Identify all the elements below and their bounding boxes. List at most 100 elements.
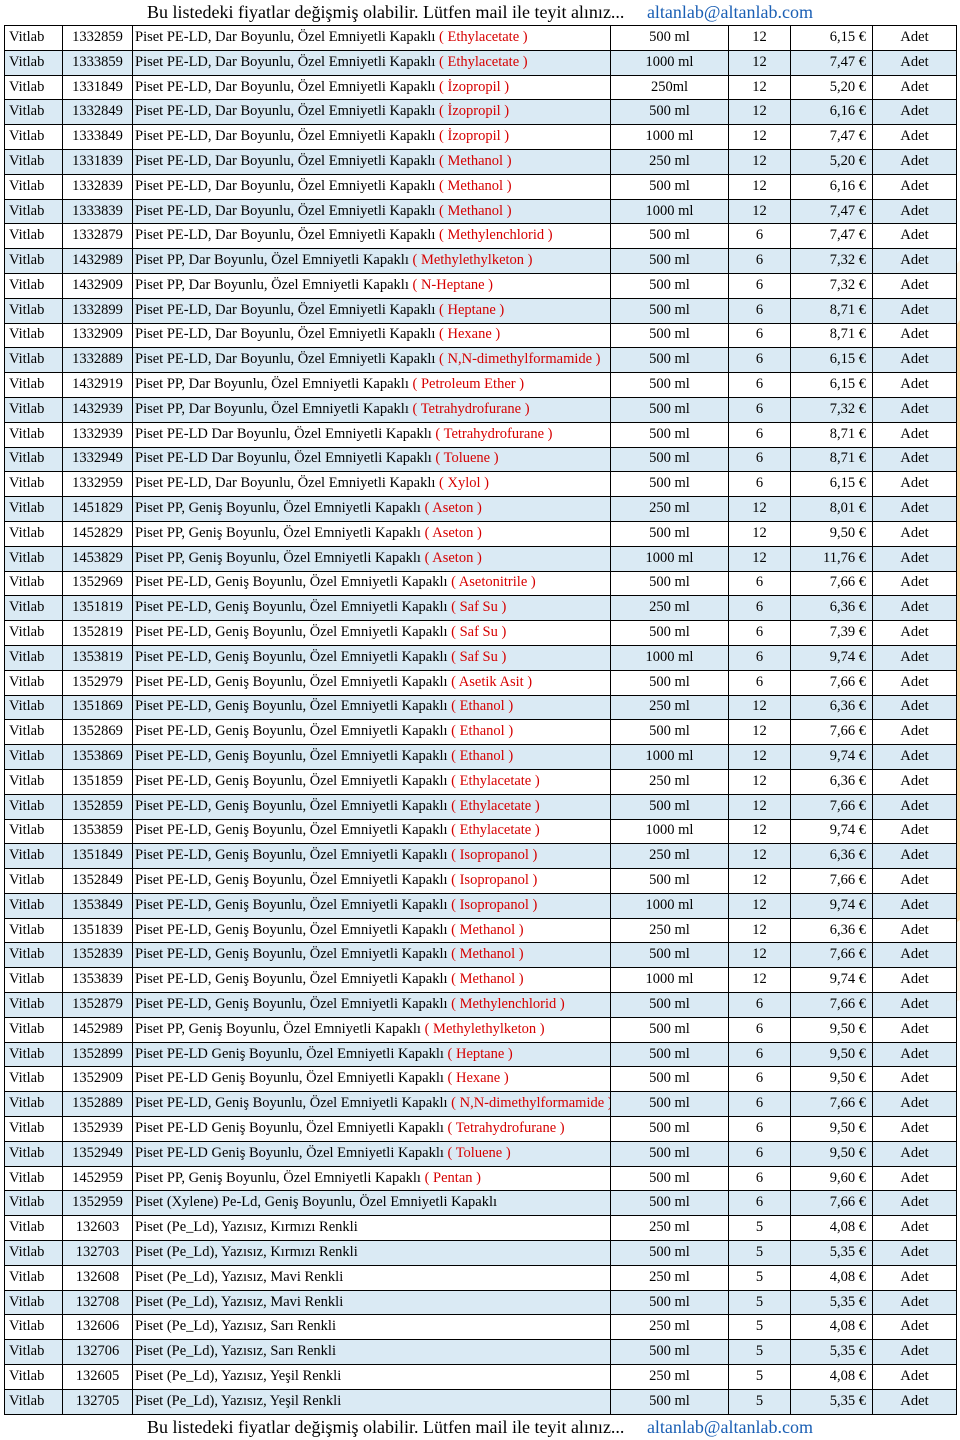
cell-brand: Vitlab [5, 348, 63, 373]
cell-price: 6,15 € [791, 472, 873, 497]
cell-volume: 500 ml [611, 224, 729, 249]
cell-unit: Adet [873, 472, 957, 497]
cell-qty: 6 [729, 645, 791, 670]
cell-description: Piset PE-LD, Geniş Boyunlu, Özel Emniyet… [133, 943, 611, 968]
cell-code: 1352889 [63, 1092, 133, 1117]
cell-brand: Vitlab [5, 149, 63, 174]
table-row: Vitlab1352859Piset PE-LD, Geniş Boyunlu,… [5, 794, 957, 819]
cell-volume: 250 ml [611, 769, 729, 794]
table-row: Vitlab132705Piset (Pe_Ld), Yazısız, Yeşi… [5, 1389, 957, 1414]
cell-unit: Adet [873, 249, 957, 274]
cell-code: 1332839 [63, 174, 133, 199]
cell-qty: 6 [729, 1042, 791, 1067]
cell-code: 1351849 [63, 844, 133, 869]
cell-code: 1351839 [63, 918, 133, 943]
cell-volume: 500 ml [611, 1241, 729, 1266]
cell-volume: 500 ml [611, 1092, 729, 1117]
cell-description: Piset PE-LD, Geniş Boyunlu, Özel Emniyet… [133, 819, 611, 844]
cell-code: 1432989 [63, 249, 133, 274]
cell-brand: Vitlab [5, 26, 63, 51]
cell-brand: Vitlab [5, 769, 63, 794]
cell-brand: Vitlab [5, 1017, 63, 1042]
cell-volume: 500 ml [611, 422, 729, 447]
table-row: Vitlab1351819Piset PE-LD, Geniş Boyunlu,… [5, 596, 957, 621]
cell-code: 1352869 [63, 720, 133, 745]
cell-price: 9,50 € [791, 1067, 873, 1092]
cell-code: 1352879 [63, 993, 133, 1018]
cell-unit: Adet [873, 745, 957, 770]
cell-unit: Adet [873, 174, 957, 199]
cell-code: 1351819 [63, 596, 133, 621]
cell-price: 7,32 € [791, 397, 873, 422]
cell-volume: 250 ml [611, 1365, 729, 1390]
cell-code: 1333849 [63, 125, 133, 150]
table-row: Vitlab1353839Piset PE-LD, Geniş Boyunlu,… [5, 968, 957, 993]
cell-description: Piset PP, Geniş Boyunlu, Özel Emniyetli … [133, 1017, 611, 1042]
cell-price: 6,36 € [791, 844, 873, 869]
cell-unit: Adet [873, 1117, 957, 1142]
cell-volume: 1000 ml [611, 819, 729, 844]
table-row: Vitlab1333839Piset PE-LD, Dar Boyunlu, Ö… [5, 199, 957, 224]
cell-qty: 6 [729, 1117, 791, 1142]
cell-description: Piset PE-LD Geniş Boyunlu, Özel Emniyetl… [133, 1042, 611, 1067]
cell-price: 9,74 € [791, 745, 873, 770]
cell-qty: 5 [729, 1389, 791, 1414]
cell-qty: 12 [729, 769, 791, 794]
cell-code: 1352839 [63, 943, 133, 968]
cell-price: 7,66 € [791, 943, 873, 968]
cell-qty: 12 [729, 869, 791, 894]
cell-qty: 6 [729, 596, 791, 621]
cell-description: Piset (Pe_Ld), Yazısız, Yeşil Renkli [133, 1389, 611, 1414]
cell-volume: 500 ml [611, 621, 729, 646]
cell-code: 1333859 [63, 50, 133, 75]
cell-qty: 5 [729, 1315, 791, 1340]
table-row: Vitlab1352899Piset PE-LD Geniş Boyunlu, … [5, 1042, 957, 1067]
cell-volume: 500 ml [611, 1290, 729, 1315]
cell-volume: 500 ml [611, 323, 729, 348]
cell-volume: 250 ml [611, 844, 729, 869]
cell-description: Piset PE-LD, Dar Boyunlu, Özel Emniyetli… [133, 100, 611, 125]
cell-brand: Vitlab [5, 596, 63, 621]
cell-brand: Vitlab [5, 1092, 63, 1117]
cell-unit: Adet [873, 1141, 957, 1166]
cell-price: 6,15 € [791, 348, 873, 373]
cell-qty: 6 [729, 472, 791, 497]
cell-price: 6,36 € [791, 918, 873, 943]
cell-qty: 6 [729, 224, 791, 249]
cell-price: 5,35 € [791, 1389, 873, 1414]
cell-price: 6,36 € [791, 769, 873, 794]
cell-unit: Adet [873, 26, 957, 51]
cell-description: Piset PP, Dar Boyunlu, Özel Emniyetli Ka… [133, 249, 611, 274]
cell-price: 7,39 € [791, 621, 873, 646]
cell-volume: 500 ml [611, 348, 729, 373]
cell-code: 1352819 [63, 621, 133, 646]
cell-description: Piset PE-LD, Geniş Boyunlu, Özel Emniyet… [133, 794, 611, 819]
cell-qty: 6 [729, 571, 791, 596]
cell-brand: Vitlab [5, 75, 63, 100]
cell-unit: Adet [873, 621, 957, 646]
table-row: Vitlab1352869Piset PE-LD, Geniş Boyunlu,… [5, 720, 957, 745]
cell-code: 1352909 [63, 1067, 133, 1092]
cell-qty: 5 [729, 1290, 791, 1315]
cell-brand: Vitlab [5, 645, 63, 670]
cell-qty: 6 [729, 670, 791, 695]
cell-description: Piset PE-LD, Geniş Boyunlu, Özel Emniyet… [133, 720, 611, 745]
cell-unit: Adet [873, 571, 957, 596]
table-row: Vitlab1353859Piset PE-LD, Geniş Boyunlu,… [5, 819, 957, 844]
cell-description: Piset PE-LD Geniş Boyunlu, Özel Emniyetl… [133, 1067, 611, 1092]
cell-code: 1332889 [63, 348, 133, 373]
table-row: Vitlab1453829Piset PP, Geniş Boyunlu, Öz… [5, 546, 957, 571]
table-row: Vitlab1352839Piset PE-LD, Geniş Boyunlu,… [5, 943, 957, 968]
cell-code: 1453829 [63, 546, 133, 571]
notice-top: Bu listedeki fiyatlar değişmiş olabilir.… [0, 0, 960, 25]
cell-unit: Adet [873, 422, 957, 447]
cell-volume: 1000 ml [611, 546, 729, 571]
table-row: Vitlab1352959Piset (Xylene) Pe-Ld, Geniş… [5, 1191, 957, 1216]
cell-code: 132705 [63, 1389, 133, 1414]
cell-price: 9,50 € [791, 1141, 873, 1166]
table-row: Vitlab1452959Piset PP, Geniş Boyunlu, Öz… [5, 1166, 957, 1191]
cell-brand: Vitlab [5, 1290, 63, 1315]
cell-price: 7,47 € [791, 224, 873, 249]
cell-qty: 12 [729, 26, 791, 51]
cell-description: Piset PE-LD, Dar Boyunlu, Özel Emniyetli… [133, 174, 611, 199]
